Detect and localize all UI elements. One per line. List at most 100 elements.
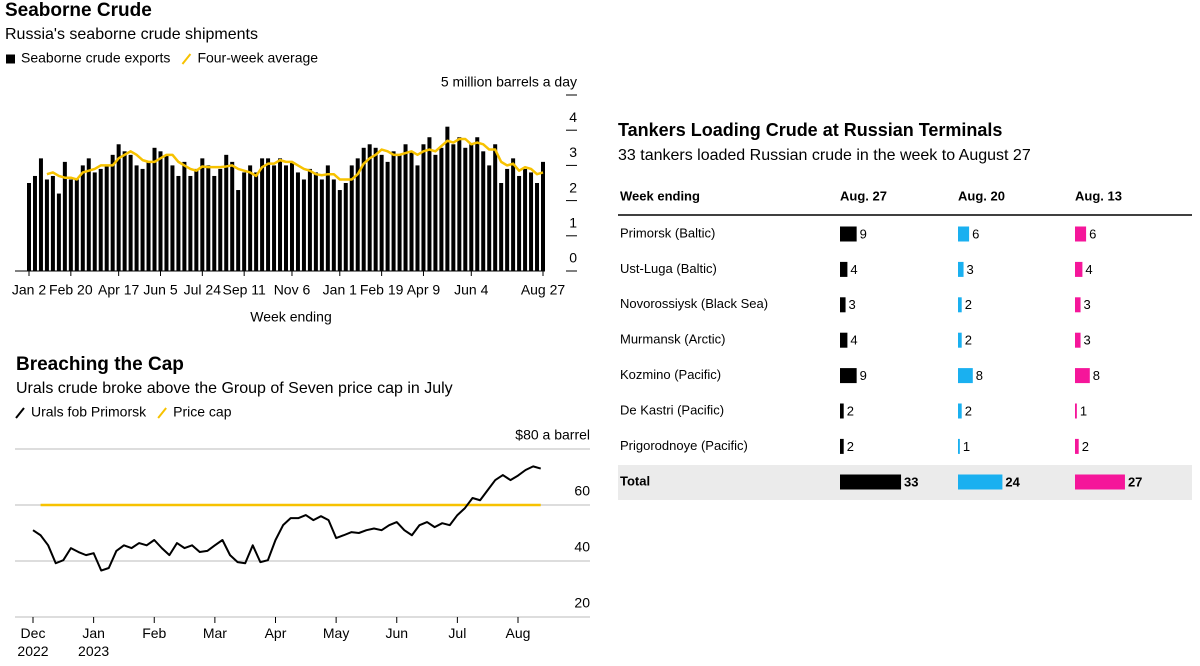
row-label: De Kastri (Pacific) (620, 402, 724, 417)
x-tick-label: Jan 2 (12, 282, 46, 298)
x-tick-label: Jun 5 (143, 282, 177, 298)
bar (541, 161, 545, 271)
bar (164, 154, 169, 271)
bar (289, 161, 294, 271)
bar (224, 154, 229, 271)
bar (319, 179, 324, 271)
line (46, 137, 544, 181)
bar (254, 172, 259, 271)
bar (457, 137, 462, 271)
x-tick-label: Mar (203, 625, 227, 641)
bar (427, 137, 432, 271)
chart-title: Tankers Loading Crude at Russian Termina… (618, 120, 1002, 140)
bar (260, 158, 265, 271)
bar (958, 332, 962, 348)
total-bar (840, 474, 902, 490)
total-value: 33 (904, 474, 918, 489)
bar (523, 168, 528, 271)
bar (134, 165, 139, 271)
legend-swatch (181, 53, 192, 65)
bar (840, 438, 844, 454)
value-label: 4 (850, 262, 857, 277)
x-tick-label: Nov 6 (274, 282, 311, 298)
bar (122, 151, 127, 271)
header-label: Week ending (620, 188, 700, 203)
bar (182, 161, 187, 271)
x-tick-label: Feb (142, 625, 166, 641)
bar (218, 168, 223, 271)
bar (146, 161, 151, 271)
y-tick-label: 3 (569, 144, 577, 160)
y-tick-label: 1 (569, 215, 577, 231)
row-label: Primorsk (Baltic) (620, 225, 715, 240)
value-label: 6 (1089, 226, 1096, 241)
bar (958, 368, 973, 384)
bar (445, 126, 450, 272)
bar (840, 368, 857, 384)
y-tick-label: 0 (569, 250, 577, 266)
bar (86, 158, 91, 271)
bar (349, 165, 354, 271)
bar (140, 168, 145, 271)
value-label: 6 (972, 226, 979, 241)
value-label: 1 (1080, 403, 1087, 418)
bar (493, 144, 498, 271)
bar (301, 179, 306, 271)
bar (236, 190, 241, 271)
header-label: Aug. 27 (840, 188, 887, 203)
legend-swatch (15, 407, 25, 419)
bar (355, 158, 360, 271)
bar (1075, 368, 1090, 384)
row-label: Kozmino (Pacific) (620, 367, 721, 382)
bar (475, 137, 480, 271)
bar (27, 183, 31, 271)
row-label: Novorossiysk (Black Sea) (620, 296, 768, 311)
bar (325, 165, 330, 271)
value-label: 4 (850, 333, 857, 348)
bar (409, 151, 414, 271)
bar (50, 175, 55, 271)
bar (391, 151, 396, 271)
legend-label: Four-week average (197, 50, 318, 66)
bar (499, 183, 504, 271)
bar (343, 183, 348, 271)
x-tick-label: Aug (506, 625, 531, 641)
bar (248, 165, 253, 271)
bar (331, 179, 336, 271)
bar (840, 297, 846, 313)
x-tick-label: Dec 2022 (17, 625, 48, 659)
bar (463, 147, 468, 271)
y-tick-label: $80 a barrel (515, 427, 590, 443)
bar (439, 147, 444, 271)
bar (415, 165, 420, 271)
x-tick-label: Aug 27 (521, 282, 566, 298)
bar (958, 261, 964, 277)
bar (32, 175, 37, 271)
header-label: Aug. 13 (1075, 188, 1122, 203)
bar (116, 144, 121, 271)
value-label: 2 (965, 297, 972, 312)
chart-title: Breaching the Cap (16, 354, 184, 375)
bar (200, 158, 205, 271)
bar (92, 172, 97, 271)
bar (80, 165, 85, 271)
bar (266, 158, 271, 271)
bar (307, 168, 312, 271)
bar (104, 165, 109, 271)
bar (361, 147, 366, 271)
bar (840, 332, 848, 348)
value-label: 2 (1082, 439, 1089, 454)
bar (840, 403, 844, 419)
header-label: Aug. 20 (958, 188, 1005, 203)
bar (176, 175, 181, 271)
value-label: 8 (976, 368, 983, 383)
bar (38, 158, 43, 271)
value-label: 2 (965, 403, 972, 418)
bar (379, 154, 384, 271)
x-tick-label: Jun 4 (454, 282, 488, 298)
value-label: 8 (1093, 368, 1100, 383)
bar (62, 161, 67, 271)
x-tick-label: Apr 9 (407, 282, 441, 298)
value-label: 3 (967, 262, 974, 277)
x-tick-label: Feb 20 (49, 282, 93, 298)
